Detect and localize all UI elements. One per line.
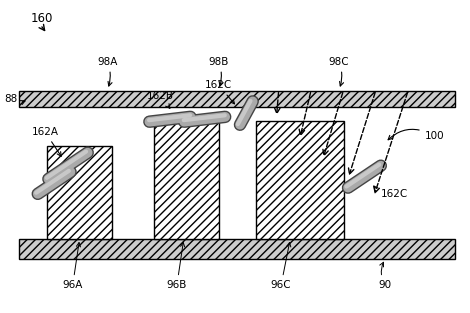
Bar <box>256 121 344 239</box>
Text: 162A: 162A <box>31 127 61 156</box>
Text: 98A: 98A <box>97 57 118 86</box>
Text: 96C: 96C <box>271 243 291 290</box>
Bar <box>19 91 454 107</box>
Bar <box>19 239 454 259</box>
Bar <box>154 121 219 239</box>
Text: 162C: 162C <box>374 186 408 199</box>
Text: 90: 90 <box>379 262 392 290</box>
Text: 100: 100 <box>388 129 444 141</box>
Text: 88: 88 <box>4 94 25 105</box>
Text: 96A: 96A <box>63 243 83 290</box>
Text: 162C: 162C <box>205 80 235 104</box>
Text: 98B: 98B <box>208 57 229 86</box>
Text: 96B: 96B <box>167 243 187 290</box>
Bar <box>47 146 112 239</box>
Text: 160: 160 <box>31 12 54 25</box>
Text: 162B: 162B <box>147 91 174 108</box>
Text: 98C: 98C <box>329 57 349 86</box>
